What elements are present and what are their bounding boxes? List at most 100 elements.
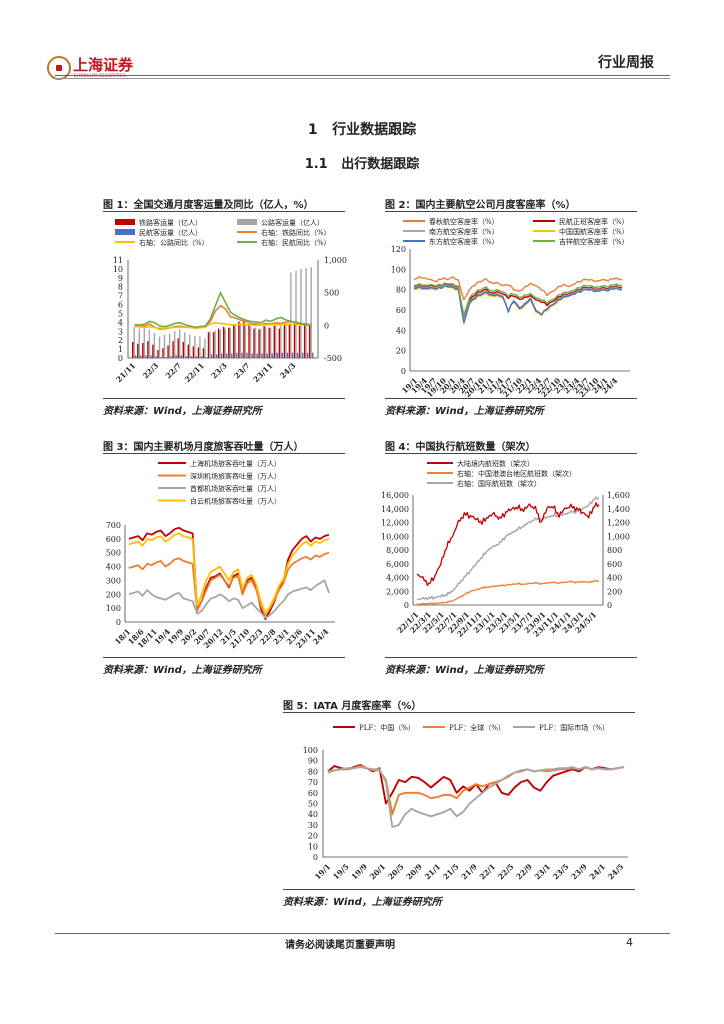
figure-1-title: 图 1：全国交通月度客运量及同比（亿人，%）: [103, 200, 314, 211]
y-right-tick-label: 500: [324, 289, 339, 298]
legend-label: 吉祥航空客座率（%）: [559, 237, 629, 246]
series-line: [327, 766, 625, 828]
figure-1-source: 资料来源：Wind，上海证券研究所: [103, 406, 262, 417]
x-tick-label: 22/7: [164, 361, 183, 380]
bar: [268, 327, 270, 358]
bar: [160, 357, 162, 358]
bar: [310, 267, 312, 358]
bar: [197, 347, 200, 358]
series-line: [128, 551, 330, 617]
y-tick-label: 60: [396, 306, 406, 315]
y-left-tick-label: 5: [118, 309, 123, 318]
x-tick-label: 24/3: [278, 361, 297, 380]
section-title-text: 行业数据跟踪: [332, 122, 417, 138]
bar: [249, 326, 252, 358]
legend-swatch: [115, 229, 135, 235]
y-left-tick-label: 2: [118, 336, 123, 345]
legend-label: 右轴：国际航班数（架次）: [457, 479, 541, 488]
figure-5-title: 图 5：IATA 月度客座率（%）: [283, 701, 422, 712]
section-number: 1: [307, 122, 318, 138]
y-left-tick-label: 7: [118, 292, 123, 301]
x-tick-label: 19/5: [331, 862, 350, 881]
bar: [147, 341, 149, 358]
legend-label: 民航客运量（亿人）: [139, 228, 202, 237]
bar: [219, 329, 221, 358]
bar: [212, 332, 215, 358]
x-tick-label: 23/5: [551, 862, 570, 881]
y-tick-label: 0: [401, 367, 406, 376]
legend-label: 东方航空客座率（%）: [429, 237, 499, 246]
bar: [276, 352, 278, 358]
bar: [239, 324, 242, 358]
y-tick-label: 120: [391, 245, 406, 254]
bar: [210, 354, 213, 358]
header-divider: [55, 75, 670, 76]
y-right-tick-label: 1,000: [607, 532, 630, 541]
bar: [135, 355, 137, 358]
bar: [195, 356, 198, 358]
bar: [312, 352, 314, 358]
series-line: [413, 285, 623, 323]
footer-disclaimer: 请务必阅读尾页重要声明: [285, 940, 395, 951]
figure-3-title: 图 3：国内主要机场月度旅客吞吐量（万人）: [103, 442, 304, 453]
y-tick-label: 70: [308, 778, 318, 787]
figure-4-source-rule: [385, 657, 637, 658]
y-tick-label: 10: [308, 842, 318, 851]
legend-label: 首都机场旅客吞吐量（万人）: [190, 484, 281, 493]
x-tick-label: 23/11: [251, 361, 274, 384]
bar: [177, 338, 179, 358]
bar: [300, 268, 302, 358]
bar: [145, 355, 147, 358]
legend-label: 大陆境内航班数（架次）: [457, 459, 534, 468]
bar: [251, 353, 253, 358]
x-tick-label: 21/9: [460, 862, 479, 881]
y-tick-label: 200: [106, 590, 121, 599]
legend-label: 铁路客运量（亿人）: [139, 218, 202, 227]
legend-swatch: [115, 219, 135, 225]
bar: [163, 334, 166, 358]
bar: [185, 356, 187, 358]
y-right-tick-label: 800: [607, 546, 622, 555]
x-tick-label: 22/11: [183, 361, 206, 384]
x-tick-label: 19/9: [350, 862, 369, 881]
y-tick-label: 20: [308, 832, 318, 841]
bar: [278, 328, 280, 358]
bar: [259, 328, 262, 358]
bar: [286, 352, 289, 358]
bar: [243, 320, 245, 358]
bar: [233, 325, 235, 358]
x-tick-label: 23/3: [209, 361, 228, 380]
bar: [142, 342, 144, 358]
series-line: [416, 496, 600, 601]
bar: [234, 325, 236, 358]
bar: [179, 329, 181, 358]
series-line: [413, 282, 623, 316]
x-tick-label: 22/5: [496, 862, 515, 881]
figure-2-source: 资料来源：Wind，上海证券研究所: [385, 406, 544, 417]
x-tick-label: 23/9: [569, 862, 588, 881]
bar: [293, 323, 296, 358]
bar: [202, 348, 205, 358]
figure-5-source: 资料来源：Wind，上海证券研究所: [283, 897, 442, 908]
x-tick-label: 22/1: [478, 862, 497, 881]
bar: [172, 341, 174, 358]
bar: [162, 348, 164, 358]
y-left-tick-label: 6,000: [386, 560, 409, 569]
logo-icon: [47, 56, 71, 80]
bar: [298, 325, 301, 358]
series-line: [128, 526, 330, 621]
legend-label: PLF：全球（%）: [449, 723, 505, 732]
series-line: [416, 579, 600, 605]
bar: [194, 335, 196, 358]
y-left-tick-label: 4,000: [386, 574, 409, 583]
legend-label: 南方航空客座率（%）: [429, 227, 499, 236]
bar: [224, 328, 226, 358]
bar: [265, 326, 267, 358]
bar: [244, 325, 247, 358]
y-left-tick-label: 16,000: [381, 491, 409, 500]
bar: [215, 354, 218, 358]
y-tick-label: 90: [308, 757, 318, 766]
figure-2-source-rule: [385, 398, 637, 399]
bar: [165, 357, 167, 358]
